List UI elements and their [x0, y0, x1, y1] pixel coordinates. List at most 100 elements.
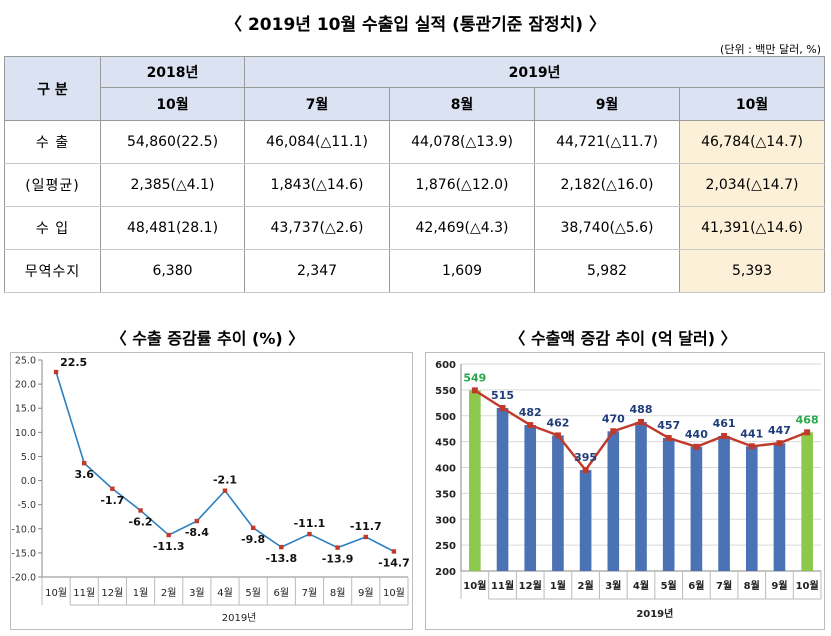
x-tick-label: 12월 [101, 587, 123, 599]
y-tick-label: 400 [435, 464, 456, 475]
x-tick-label: 7월 [302, 587, 318, 599]
y-tick-label: -5.0 [17, 500, 36, 511]
data-point [279, 544, 284, 550]
data-label: 515 [491, 389, 514, 402]
table-cell: 41,391(△14.6) [678, 206, 826, 250]
table-cell: 46,784(△14.7) [678, 120, 826, 164]
overlay-point [554, 432, 561, 439]
table-cell: 1,609 [389, 249, 535, 293]
data-label: 440 [685, 428, 708, 441]
header-month: 7월 [244, 87, 390, 121]
overlay-point [638, 418, 644, 425]
chart-frame [10, 352, 413, 630]
header-month: 10월 [100, 87, 245, 121]
data-label: -13.9 [322, 553, 354, 566]
data-point [250, 525, 256, 531]
data-label: -13.8 [265, 552, 297, 565]
header-year-2018: 2018년 [100, 56, 245, 88]
x-tick-label: 7월 [716, 580, 732, 592]
table-cell: 2,182(△16.0) [534, 163, 680, 207]
data-point [138, 508, 143, 513]
bar [635, 421, 647, 571]
bar [801, 432, 813, 571]
bar [773, 443, 786, 571]
y-tick-label: 15.0 [15, 404, 36, 415]
table-cell: 44,078(△13.9) [389, 120, 535, 164]
data-point [391, 549, 397, 554]
x-tick-label: 6월 [688, 580, 704, 592]
table-cell: 1,876(△12.0) [389, 163, 535, 207]
bar [552, 435, 564, 571]
data-label: 549 [463, 371, 486, 384]
row-label: (일평균) [4, 163, 101, 207]
data-point [335, 545, 340, 550]
data-label: -14.7 [378, 556, 410, 569]
table-cell: 46,084(△11.1) [244, 120, 390, 164]
overlay-point [665, 435, 672, 442]
x-tick-label: 10월 [383, 587, 405, 599]
x-tick-label: 5월 [661, 580, 677, 592]
header-month: 9월 [534, 87, 680, 121]
y-tick-label: 0.0 [21, 476, 36, 487]
x-tick-label: 8월 [330, 587, 346, 599]
line-chart-title: 〈 수출 증감률 추이 (%) 〉 [110, 329, 305, 348]
x-tick-label: 9월 [771, 580, 787, 592]
data-point [110, 486, 115, 491]
overlay-point [582, 467, 589, 474]
table-cell: 42,469(△4.3) [389, 206, 535, 250]
y-tick-label: 25.0 [15, 356, 36, 367]
bar [662, 438, 675, 571]
header-month: 8월 [389, 87, 535, 121]
table-row: 무역수지 6,380 2,347 1,609 5,982 5,393 [4, 249, 826, 293]
y-tick-label: 450 [435, 438, 456, 449]
table-row: 수 출 54,860(22.5) 46,084(△11.1) 44,078(△1… [4, 120, 826, 164]
x-tick-label: 2월 [578, 580, 594, 592]
x-tick-label: 3월 [189, 587, 205, 599]
x-tick-label: 12월 [519, 580, 542, 592]
x-tick-label: 10월 [796, 580, 819, 592]
x-tick-label: 1월 [550, 580, 566, 592]
x-tick-label: 11월 [73, 587, 95, 599]
bar-chart-title: 〈 수출액 증감 추이 (억 달러) 〉 [509, 329, 737, 348]
data-label: 441 [740, 427, 763, 440]
data-label: -11.7 [350, 520, 382, 533]
y-tick-label: 10.0 [15, 428, 36, 439]
overlay-point [721, 432, 728, 439]
table-cell: 2,385(△4.1) [100, 163, 245, 207]
export-growth-line-chart: 25.0 20.0 15.0 10.0 5.0 0.0 -5.0 -10.0 -15.0 -20.… [10, 352, 413, 630]
overlay-point [471, 387, 478, 394]
x-tick-label: 3월 [605, 580, 621, 592]
bar [718, 435, 730, 571]
table-cell: 2,034(△14.7) [678, 163, 826, 207]
data-label: 3.6 [74, 468, 94, 481]
data-label: -11.1 [294, 517, 326, 530]
table-cell: 54,860(22.5) [100, 120, 245, 164]
overlay-point [693, 443, 700, 450]
x-tick-label: 10월 [463, 580, 486, 592]
data-label: 457 [657, 419, 680, 432]
table-cell: 43,737(△2.6) [244, 206, 390, 250]
x-tick-label: 9월 [358, 587, 374, 599]
y-tick-label: -20.0 [11, 573, 36, 584]
bar [745, 446, 758, 571]
x-group-label: 2019년 [636, 607, 673, 620]
y-tick-label: 250 [435, 541, 456, 552]
x-tick-label: 11월 [491, 580, 514, 592]
data-point [363, 534, 368, 540]
y-tick-label: -15.0 [11, 548, 36, 559]
bar [690, 446, 703, 571]
x-tick-label: 4월 [633, 580, 649, 592]
data-label: 447 [768, 424, 791, 437]
header-category: 구 분 [4, 56, 101, 121]
x-tick-label: 2월 [161, 587, 177, 599]
data-label: -1.7 [100, 494, 124, 507]
table-cell: 44,721(△11.7) [534, 120, 680, 164]
header-month: 10월 [678, 87, 826, 121]
y-tick-label: 600 [435, 360, 456, 371]
data-label: 462 [546, 416, 569, 429]
page-title: 〈 2019년 10월 수출입 실적 (통관기준 잠정치) 〉 [225, 15, 606, 35]
data-label: 395 [574, 451, 597, 464]
data-point [166, 532, 171, 538]
overlay-point [499, 404, 506, 411]
unit-note: (단위 : 백만 달러, %) [720, 43, 821, 56]
